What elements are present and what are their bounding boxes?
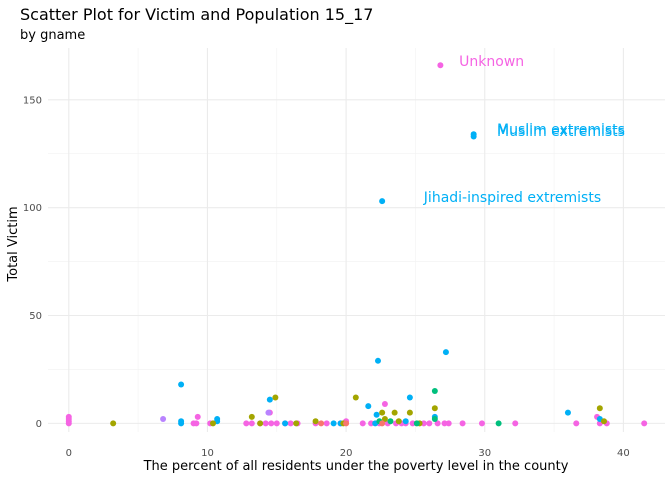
data-point [381,416,388,423]
data-point [437,62,444,69]
data-point [272,394,279,401]
data-point [434,420,441,427]
x-axis-title: The percent of all residents under the p… [143,459,569,474]
data-point [445,420,452,427]
data-point [262,420,269,427]
data-point [478,420,485,427]
data-point [373,411,380,418]
data-point [495,420,502,427]
data-point [248,413,255,420]
data-point [420,420,427,427]
annotation-label: Unknown [459,54,524,70]
data-point [431,388,438,395]
data-point [243,420,250,427]
data-point [470,133,477,140]
annotation-label: Muslim extremists [497,124,625,140]
x-tick-label: 10 [201,448,214,459]
x-tick-label: 30 [478,448,491,459]
data-point [409,420,416,427]
data-point [265,409,272,416]
data-point [374,357,381,364]
data-point [359,420,366,427]
data-point [194,413,201,420]
data-point [431,416,438,423]
data-point [178,420,185,427]
data-point [318,420,325,427]
data-point [293,420,300,427]
data-point [343,420,350,427]
data-point [352,394,359,401]
data-point [431,405,438,412]
data-point [381,400,388,407]
data-point [273,420,280,427]
annotation-label: Muslim extremists [497,122,625,138]
data-point [391,409,398,416]
data-point [257,420,264,427]
data-point [442,349,449,356]
data-point [178,381,185,388]
data-point [282,420,289,427]
data-point [266,396,273,403]
data-point [379,198,386,205]
data-points [65,62,648,427]
data-point [110,420,117,427]
data-point [193,420,200,427]
y-axis-ticks: 0 50 100 150 [23,95,42,430]
grid-lines [48,48,665,432]
data-point [209,420,216,427]
annotation-label: Jihadi-inspired extremists [423,190,601,206]
data-point [413,420,420,427]
data-point [323,420,330,427]
data-point [160,416,167,423]
chart-subtitle: by gname [20,28,85,43]
data-point [402,418,409,425]
y-tick-label: 0 [36,419,42,430]
data-point [395,418,402,425]
data-point [287,420,294,427]
data-point [379,409,386,416]
y-tick-label: 50 [29,311,42,322]
data-point [330,420,337,427]
data-point [268,420,275,427]
data-point [248,420,255,427]
data-point [387,418,394,425]
data-point [312,418,319,425]
data-point [426,420,433,427]
data-point [368,420,375,427]
data-point [459,420,466,427]
y-tick-label: 150 [23,95,42,106]
data-point [65,420,72,427]
data-point [596,405,603,412]
data-point [600,418,607,425]
x-axis-ticks: 0 10 20 30 40 [66,448,630,459]
data-point [441,420,448,427]
chart-title: Scatter Plot for Victim and Population 1… [20,5,373,25]
x-tick-label: 0 [66,448,72,459]
data-point [564,409,571,416]
data-point [641,420,648,427]
data-point [365,403,372,410]
data-point [406,409,413,416]
data-point [379,420,386,427]
x-tick-label: 20 [340,448,353,459]
x-tick-label: 40 [617,448,630,459]
data-point [406,394,413,401]
data-point [573,420,580,427]
data-point [512,420,519,427]
y-tick-label: 100 [23,203,42,214]
y-axis-title: Total Victim [6,206,21,282]
